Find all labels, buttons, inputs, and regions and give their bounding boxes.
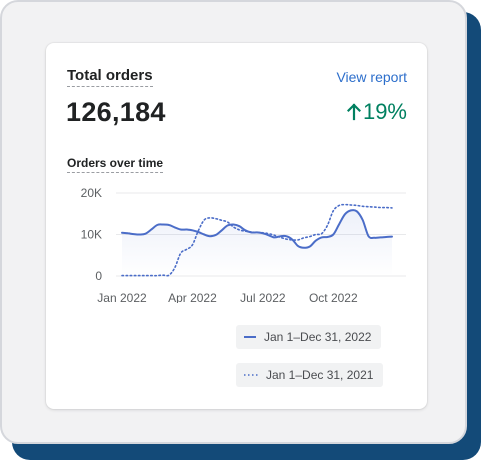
legend-label-2022: Jan 1–Dec 31, 2022: [264, 330, 372, 344]
total-orders-value: 126,184: [66, 97, 166, 127]
series-area-2022: [122, 210, 392, 276]
growth-percent: 19%: [362, 99, 407, 124]
x-tick-label: Oct 2022: [309, 291, 358, 303]
x-tick-label: Jul 2022: [240, 291, 286, 303]
legend-item-2022[interactable]: Jan 1–Dec 31, 2022: [236, 325, 382, 349]
arrow-up-icon: [346, 103, 361, 121]
card-title[interactable]: Total orders: [67, 67, 153, 87]
y-tick-label: 20K: [81, 186, 102, 200]
legend-item-2021[interactable]: Jan 1–Dec 31, 2021: [236, 363, 384, 387]
orders-line-chart: 20K 10K 0 Jan 2022 Apr 2022 Jul 2022 Oct 2022: [81, 186, 406, 303]
chart-title[interactable]: Orders over time: [67, 156, 164, 173]
view-report-link[interactable]: View report: [336, 69, 407, 85]
growth-indicator: 19%: [346, 99, 407, 125]
x-tick-label: Apr 2022: [168, 291, 217, 303]
y-tick-label: 10K: [81, 228, 102, 242]
y-tick-label: 0: [95, 269, 102, 283]
solid-line-swatch: [244, 336, 256, 338]
legend-label-2021: Jan 1–Dec 31, 2021: [266, 368, 374, 382]
series-line-2022: [121, 209, 393, 249]
x-tick-label: Jan 2022: [97, 291, 147, 303]
series-line-2021: [121, 203, 393, 277]
dotted-line-swatch: [244, 374, 258, 376]
total-orders-card: Total orders View report 126,184 19% Ord…: [46, 43, 427, 409]
